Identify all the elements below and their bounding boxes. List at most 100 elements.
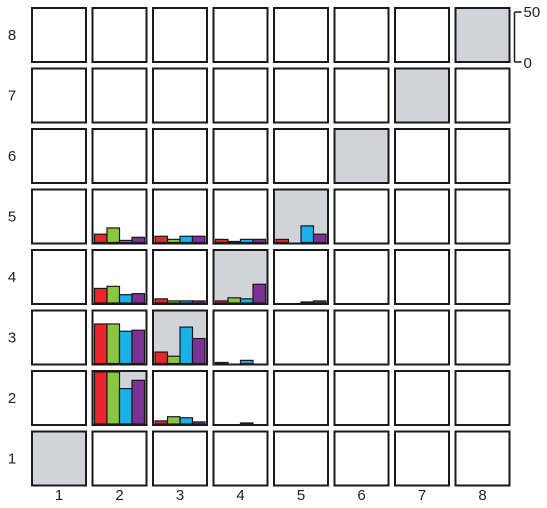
x-tick-label: 3 xyxy=(176,487,184,504)
grid-cell xyxy=(212,67,269,124)
bar xyxy=(154,420,169,425)
bar xyxy=(106,227,121,244)
grid-cell xyxy=(333,249,390,305)
grid-cell xyxy=(152,67,208,124)
grid-cell xyxy=(394,128,450,184)
x-tick-label: 4 xyxy=(236,487,244,504)
bar xyxy=(179,326,194,365)
bar xyxy=(191,421,206,425)
grid-cell xyxy=(31,370,87,426)
grid-cell xyxy=(273,128,329,184)
grid-cell xyxy=(91,128,148,184)
grid-cell xyxy=(152,430,208,487)
bar xyxy=(131,379,146,425)
grid-cell xyxy=(152,249,208,305)
x-tick-label: 2 xyxy=(115,487,123,504)
bar xyxy=(214,300,229,304)
scale-bar: 50 0 xyxy=(513,4,540,72)
grid-cell xyxy=(212,188,269,245)
grid-cell xyxy=(394,188,450,245)
bar xyxy=(239,238,254,244)
grid-cell xyxy=(91,430,148,487)
grid-cell xyxy=(212,128,269,184)
axis-labels: 1 2 3 4 5 6 7 8 1 2 3 4 5 6 7 8 xyxy=(8,27,487,504)
y-tick-label: 2 xyxy=(8,390,16,407)
grid-cell xyxy=(31,249,87,305)
grid-cell xyxy=(454,309,511,366)
x-tick-label: 5 xyxy=(297,487,305,504)
grid-cell xyxy=(454,249,511,305)
bar xyxy=(239,298,254,304)
grid-cell xyxy=(31,128,87,184)
y-tick-label: 8 xyxy=(8,27,16,44)
bar xyxy=(275,238,290,244)
grid-cell xyxy=(333,430,390,487)
bar xyxy=(93,233,108,244)
grid-cell xyxy=(152,7,208,63)
y-tick-label: 3 xyxy=(8,330,16,347)
grid-cell xyxy=(212,7,269,63)
grid-cell xyxy=(152,188,208,245)
bar xyxy=(179,300,194,304)
scale-min-label: 0 xyxy=(524,55,532,72)
grid-cell xyxy=(394,370,450,426)
grid-cell xyxy=(273,67,329,124)
grid-cell xyxy=(333,370,390,426)
bar xyxy=(93,287,108,304)
grid-cell xyxy=(394,430,450,487)
grid-cell xyxy=(31,7,87,63)
diagonal-cell xyxy=(454,7,511,63)
grid-cell xyxy=(91,7,148,63)
bar xyxy=(106,371,121,425)
bar xyxy=(191,337,206,365)
grid-cell xyxy=(212,370,269,426)
grid-cell xyxy=(454,188,511,245)
grid-cell xyxy=(31,309,87,366)
bar xyxy=(252,283,267,304)
bar xyxy=(106,285,121,304)
bar xyxy=(166,238,181,244)
bar xyxy=(131,236,146,244)
grid-cell xyxy=(454,370,511,426)
bar xyxy=(93,323,108,365)
grid-cell xyxy=(273,309,329,366)
grid-cell xyxy=(333,309,390,366)
bar xyxy=(191,235,206,244)
bar xyxy=(154,235,169,244)
bar xyxy=(239,359,254,365)
diagonal-cell xyxy=(31,430,87,487)
diagonal-cell xyxy=(333,128,390,184)
bar xyxy=(300,225,315,244)
grid-cell xyxy=(454,128,511,184)
grid-cell xyxy=(273,249,329,305)
grid-cell xyxy=(273,7,329,63)
bar xyxy=(166,355,181,365)
bar xyxy=(214,238,229,244)
bar xyxy=(300,301,315,304)
grid-cell xyxy=(454,67,511,124)
y-tick-label: 6 xyxy=(8,148,16,165)
bar xyxy=(239,422,254,425)
bar xyxy=(166,416,181,425)
bar xyxy=(166,300,181,304)
bar xyxy=(179,417,194,425)
grid-cell xyxy=(212,309,269,366)
y-tick-label: 4 xyxy=(8,269,16,286)
bar xyxy=(312,233,327,244)
bar xyxy=(252,238,267,244)
bar xyxy=(118,239,133,244)
grid-cell xyxy=(152,370,208,426)
grid-cell xyxy=(454,430,511,487)
grid-cell xyxy=(212,430,269,487)
grid-cell xyxy=(333,7,390,63)
y-tick-label: 7 xyxy=(8,88,16,105)
bar xyxy=(118,330,133,365)
grid-cell xyxy=(273,370,329,426)
x-tick-label: 7 xyxy=(418,487,426,504)
grid-cell xyxy=(31,188,87,245)
bar xyxy=(131,329,146,365)
grid-cell xyxy=(394,7,450,63)
grid-cell xyxy=(333,67,390,124)
y-tick-label: 5 xyxy=(8,209,16,226)
